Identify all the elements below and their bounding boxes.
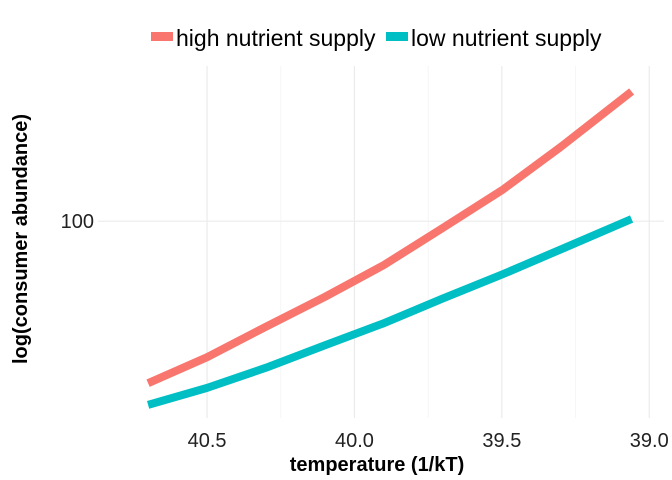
series-layer xyxy=(146,88,635,409)
grid xyxy=(98,66,664,418)
legend-key-low-nutrient-supply xyxy=(386,32,408,41)
x-axis-title: temperature (1/kT) xyxy=(290,454,465,476)
y-axis-title: log(consumer abundance) xyxy=(10,114,32,364)
series-line-low-nutrient-supply xyxy=(146,215,634,409)
x-axis-ticks: 40.5 40.0 39.5 39.0 xyxy=(188,430,669,452)
legend: high nutrient supply low nutrient supply xyxy=(151,25,602,51)
legend-label-low-nutrient-supply: low nutrient supply xyxy=(411,25,602,51)
x-tick-label: 40.0 xyxy=(335,430,374,452)
series-line-high-nutrient-supply xyxy=(146,88,635,387)
legend-key-high-nutrient-supply xyxy=(151,32,173,41)
x-tick-label: 39.5 xyxy=(482,430,521,452)
legend-label-high-nutrient-supply: high nutrient supply xyxy=(176,25,376,51)
y-axis-ticks: 100 xyxy=(61,211,94,233)
x-tick-label: 40.5 xyxy=(188,430,227,452)
x-tick-label: 39.0 xyxy=(630,430,669,452)
y-tick-label: 100 xyxy=(61,211,94,233)
